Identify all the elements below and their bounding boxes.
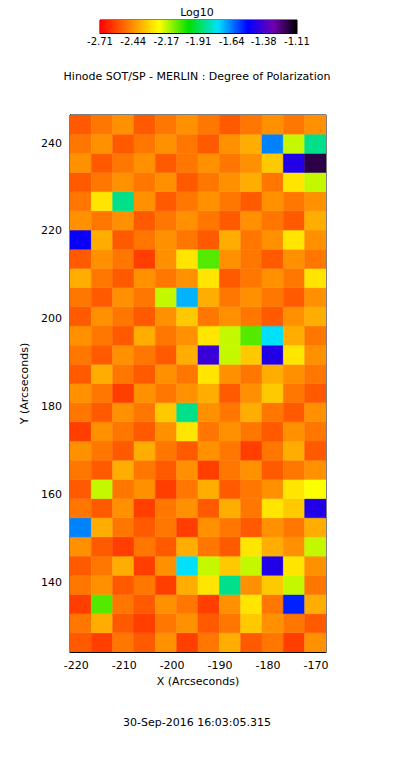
svg-text:-180: -180 [256,659,281,672]
svg-text:-210: -210 [112,659,137,672]
svg-text:30-Sep-2016 16:03:05.315: 30-Sep-2016 16:03:05.315 [123,716,271,729]
svg-text:-1.91: -1.91 [186,36,212,47]
svg-text:140: 140 [41,576,62,589]
svg-text:Log10: Log10 [180,6,214,19]
svg-text:-2.44: -2.44 [120,36,146,47]
svg-text:-200: -200 [160,659,185,672]
svg-text:X (Arcseconds): X (Arcseconds) [157,675,239,688]
svg-text:-170: -170 [303,659,328,672]
svg-text:-220: -220 [64,659,89,672]
svg-text:-1.11: -1.11 [284,36,310,47]
svg-text:Y (Arcseconds): Y (Arcseconds) [18,343,31,426]
svg-text:-2.71: -2.71 [87,36,113,47]
svg-text:180: 180 [41,400,62,413]
svg-text:160: 160 [41,488,62,501]
svg-text:-1.38: -1.38 [251,36,277,47]
svg-text:-1.64: -1.64 [219,36,245,47]
svg-text:240: 240 [41,137,62,150]
svg-text:-190: -190 [208,659,233,672]
svg-text:220: 220 [41,224,62,237]
svg-text:Hinode SOT/SP - MERLIN : Degre: Hinode SOT/SP - MERLIN : Degree of Polar… [64,70,331,83]
svg-text:200: 200 [41,312,62,325]
svg-text:-2.17: -2.17 [154,36,180,47]
